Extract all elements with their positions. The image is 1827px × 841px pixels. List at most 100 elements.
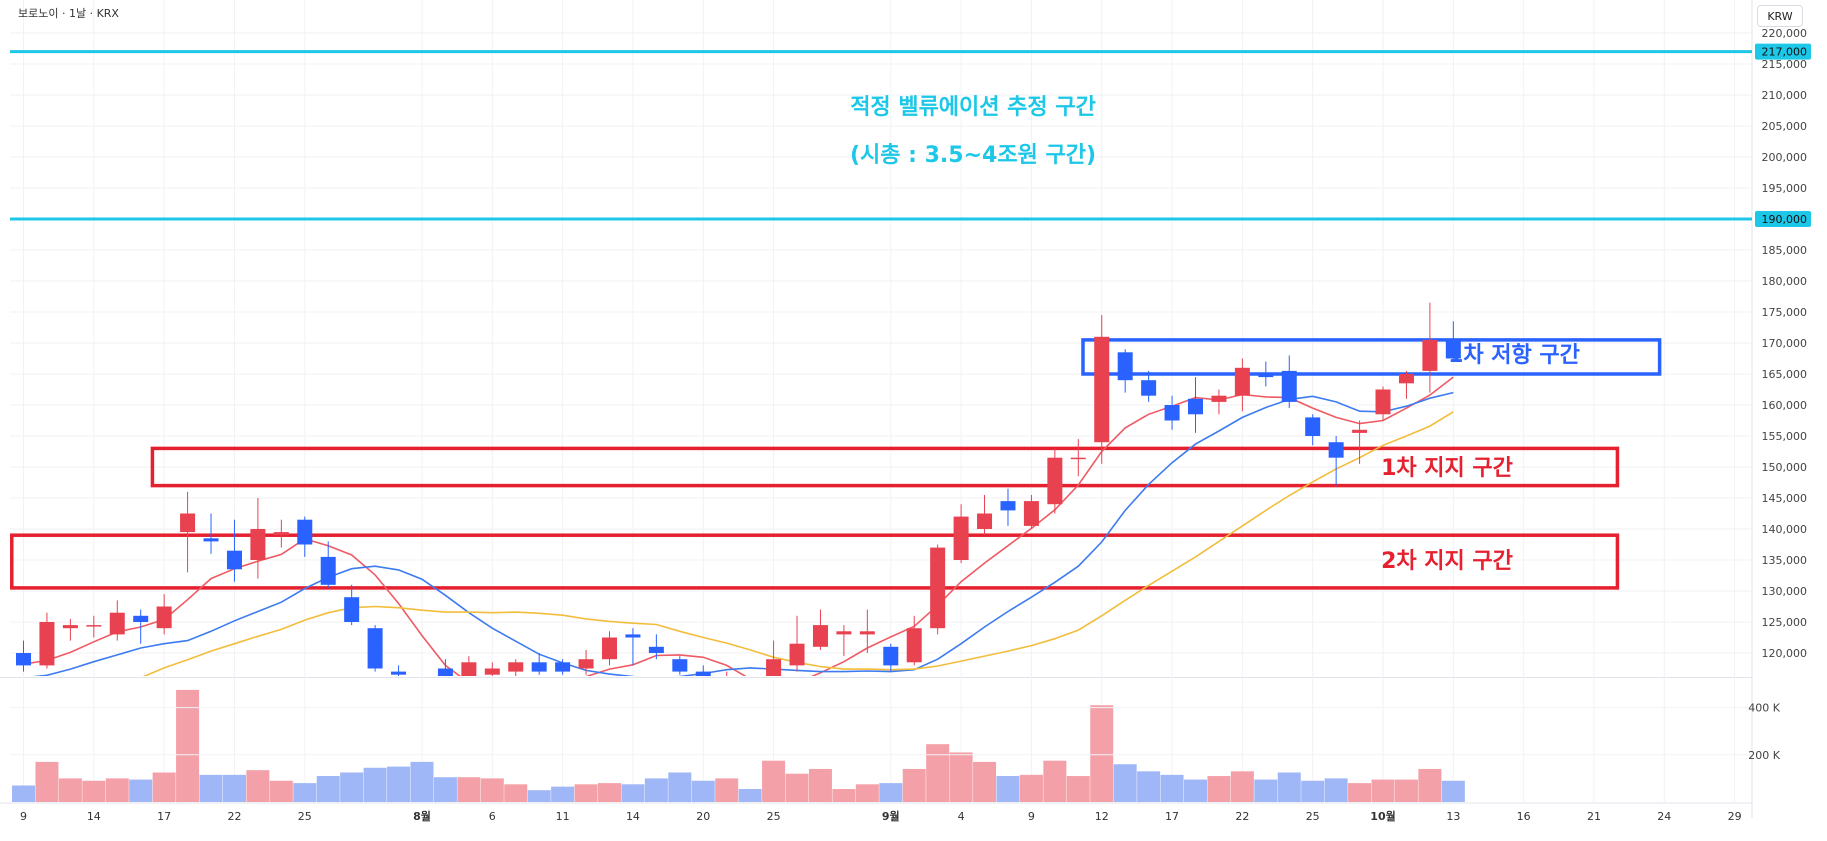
price-tick-label: 125,000 [1762,616,1808,629]
currency-button[interactable]: KRW [1757,5,1803,27]
price-tick-label: 135,000 [1762,554,1808,567]
volume-bar [1418,768,1442,802]
candle-body [672,659,688,672]
volume-bar [1324,778,1348,802]
volume-bar [715,778,739,802]
volume-bar [363,767,387,802]
volume-bar [832,789,856,802]
volume-bar [926,744,950,802]
candle-body [1258,374,1274,378]
volume-bar [105,778,129,802]
candle-body [461,662,477,676]
price-axis: 120,000 125,000 130,000 135,000 140,000 145,0… [1762,27,1808,660]
time-tick-label: 20 [696,810,710,823]
zone-label-support-1: 1차 지지 구간 [1381,456,1513,481]
volume-tick-label: 200 K [1748,749,1780,762]
candle-body [1375,389,1391,415]
time-tick-label: 22 [1235,810,1249,823]
candle-body [1094,336,1110,443]
volume-bar [58,778,82,802]
time-tick-label: 25 [298,810,312,823]
volume-bar [293,783,317,802]
time-tick-label: 21 [1587,810,1601,823]
volume-bar [668,772,692,802]
volume-bar [973,761,997,802]
time-tick-label: 13 [1446,810,1460,823]
zone-box-resistance-1 [1081,338,1662,376]
price-line-tag-label: 190,000 [1762,213,1808,226]
time-tick-label: 17 [1165,810,1179,823]
price-tick-label: 165,000 [1762,368,1808,381]
candle-body [1047,457,1063,505]
price-tick-label: 130,000 [1762,585,1808,598]
zone-label-resistance-1: 1차 저항 구간 [1448,343,1580,368]
volume-bar [410,761,434,802]
candle-body [1188,398,1203,415]
candle-body [1000,501,1016,511]
time-tick-label: 12 [1095,810,1109,823]
zone-box-support-1 [150,446,1620,488]
candle-body [1234,367,1250,396]
volume-bar [82,780,106,802]
candle-body [766,659,782,676]
time-tick-label: 22 [227,810,241,823]
candle-body [695,671,711,676]
price-tick-label: 195,000 [1762,182,1808,195]
symbol-title: 보로노이 · 1날 · KRX [18,7,119,20]
zones [10,338,1662,590]
price-lines: 217,000 190,000 [10,43,1811,227]
time-tick-label: 17 [157,810,171,823]
price-tick-label: 160,000 [1762,399,1808,412]
price-tick-label: 155,000 [1762,430,1808,443]
candle-body [156,606,172,629]
candle-body [1305,417,1321,436]
volume-bar [621,784,645,802]
candle-body [602,637,617,660]
annotation-line2: (시총 : 3.5~4조원 구간) [850,143,1096,168]
price-tick-label: 185,000 [1762,244,1808,257]
volume-bar [1066,776,1090,802]
candle-body [86,625,102,627]
candle-body [391,671,407,675]
volume-bar [1160,774,1184,802]
time-tick-label: 8월 [413,809,431,823]
price-line-tag [1755,211,1811,227]
volume-bar [1207,776,1231,802]
candle-body [625,634,641,638]
time-tick-label: 16 [1517,810,1531,823]
volume-bar [433,777,457,802]
volume-bar [1394,779,1418,802]
volume-axis: 200 K 400 K [10,702,1781,762]
candle-body [180,513,196,533]
candle-body [1141,380,1157,396]
candle-body [953,516,969,560]
candle-body [226,550,242,570]
price-tick-label: 150,000 [1762,461,1808,474]
time-tick-label: 25 [767,810,781,823]
candle-body [1117,352,1133,381]
volume-bar [527,790,551,802]
volume-bar [199,774,223,802]
candle-body [344,597,360,622]
ma-line-MA5 [23,376,1454,676]
time-tick-label: 11 [556,810,570,823]
volume-bar [387,766,411,802]
candle-body [789,643,805,666]
volume-bar [574,784,598,802]
candle-body [977,513,993,529]
volume-bar [598,783,621,802]
time-axis: 9 14 17 22 25 8월 6 11 14 20 25 9월 4 9 12 17 22 25 10월 13 16 2… [20,809,1742,823]
candle-body [1445,339,1461,359]
candle-body [859,631,875,635]
time-tick-label: 24 [1657,810,1671,823]
candle-body [1211,395,1227,402]
time-tick-label: 29 [1728,810,1742,823]
candle-body [273,532,289,536]
candle-body [508,662,524,672]
volume-bar [269,780,293,802]
price-tick-label: 220,000 [1762,27,1808,40]
volume-bar [644,778,668,802]
candles [16,302,1461,676]
volume-bars [12,689,1465,802]
